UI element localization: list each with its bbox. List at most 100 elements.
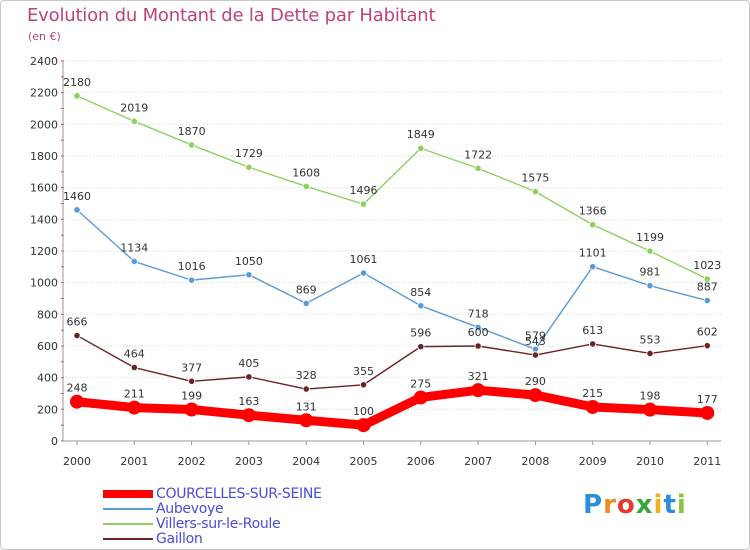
data-point <box>70 394 84 409</box>
data-point <box>130 363 138 372</box>
data-label: 1722 <box>464 148 492 161</box>
data-point <box>299 413 314 428</box>
legend-swatch <box>103 490 153 498</box>
x-tick-label: 2005 <box>350 455 378 468</box>
data-point <box>302 299 310 308</box>
data-label: 1496 <box>350 184 378 197</box>
y-tick-label: 1400 <box>30 213 58 226</box>
x-tick-label: 2003 <box>235 455 263 468</box>
x-tick-label: 2004 <box>292 455 320 468</box>
data-label: 1199 <box>636 231 664 244</box>
data-label: 377 <box>181 361 202 374</box>
data-label: 981 <box>640 266 661 279</box>
data-label: 1729 <box>235 147 263 160</box>
data-label: 579 <box>525 329 546 342</box>
data-label: 1608 <box>292 166 320 179</box>
y-tick-label: 800 <box>37 308 58 321</box>
data-point <box>188 377 196 385</box>
data-point <box>73 92 81 100</box>
y-tick-label: 200 <box>37 403 58 416</box>
data-label: 290 <box>525 375 546 388</box>
data-point <box>73 331 81 340</box>
x-tick-label: 2010 <box>636 455 664 468</box>
legend-swatch <box>103 508 153 510</box>
legend-item: Villers-sur-le-Roule <box>103 516 363 532</box>
data-point <box>531 188 540 196</box>
legend-item: COURCELLES-SUR-SEINE <box>103 486 363 502</box>
series-line <box>72 385 712 430</box>
data-label: 1016 <box>178 260 206 273</box>
data-label: 355 <box>353 365 374 378</box>
data-label: 248 <box>67 382 88 395</box>
data-point <box>646 349 654 358</box>
legend-swatch <box>103 538 153 540</box>
data-label: 1101 <box>579 247 607 260</box>
data-point <box>359 381 368 389</box>
data-point <box>241 408 256 423</box>
data-point <box>474 342 482 350</box>
data-point <box>359 269 368 277</box>
data-point <box>302 385 310 393</box>
data-label: 1849 <box>407 128 435 141</box>
legend-label: Gaillon <box>156 531 203 547</box>
data-label: 1460 <box>63 190 91 203</box>
data-point <box>413 390 428 405</box>
x-tick-label: 2001 <box>120 455 148 468</box>
data-label: 1061 <box>350 253 378 266</box>
data-label: 199 <box>181 389 202 402</box>
logo-letter: x <box>635 490 654 520</box>
y-tick-label: 1000 <box>30 277 58 290</box>
data-point <box>184 402 199 417</box>
data-label: 131 <box>296 400 317 413</box>
data-point <box>474 164 482 172</box>
data-point <box>130 257 138 266</box>
data-point <box>585 399 600 414</box>
data-label: 602 <box>697 326 718 339</box>
data-label: 1870 <box>178 125 206 138</box>
data-point <box>359 200 368 208</box>
data-label: 163 <box>238 395 259 408</box>
data-point <box>471 383 486 398</box>
legend-label: COURCELLES-SUR-SEINE <box>156 486 322 502</box>
data-label: 869 <box>296 283 317 296</box>
data-label: 854 <box>410 286 431 299</box>
data-point <box>302 182 310 190</box>
legend-swatch <box>103 523 153 525</box>
logo-letter: P <box>583 490 604 520</box>
x-tick-label: 2000 <box>63 455 91 468</box>
x-tick-label: 2008 <box>521 455 549 468</box>
data-point <box>703 275 711 283</box>
chart-title: Evolution du Montant de la Dette par Hab… <box>27 5 436 26</box>
x-tick-label: 2011 <box>693 455 721 468</box>
data-point <box>245 373 253 381</box>
y-tick-label: 600 <box>37 340 58 353</box>
data-label: 321 <box>468 370 489 383</box>
logo-letter: i <box>653 490 664 520</box>
data-label: 600 <box>468 326 489 339</box>
data-label: 1134 <box>120 241 148 254</box>
legend-item: Gaillon <box>103 531 363 547</box>
data-point <box>127 400 142 415</box>
data-point <box>417 144 425 152</box>
y-tick-label: 400 <box>37 372 58 385</box>
data-point <box>130 117 138 125</box>
x-tick-label: 2009 <box>579 455 607 468</box>
logo-letter: t <box>663 490 677 520</box>
logo-letter: o <box>616 490 636 520</box>
data-point <box>646 282 654 290</box>
data-label: 1575 <box>521 172 549 185</box>
legend-item: Aubevoye <box>103 501 363 517</box>
data-label: 198 <box>640 390 661 403</box>
data-label: 405 <box>238 357 259 370</box>
data-point <box>703 342 711 350</box>
data-point <box>245 163 253 171</box>
data-label: 177 <box>697 393 718 406</box>
data-point <box>245 271 253 279</box>
data-label: 666 <box>67 316 88 329</box>
data-point <box>417 302 425 310</box>
data-label: 2019 <box>120 101 148 114</box>
data-label: 1050 <box>235 255 263 268</box>
data-label: 1366 <box>579 205 607 218</box>
